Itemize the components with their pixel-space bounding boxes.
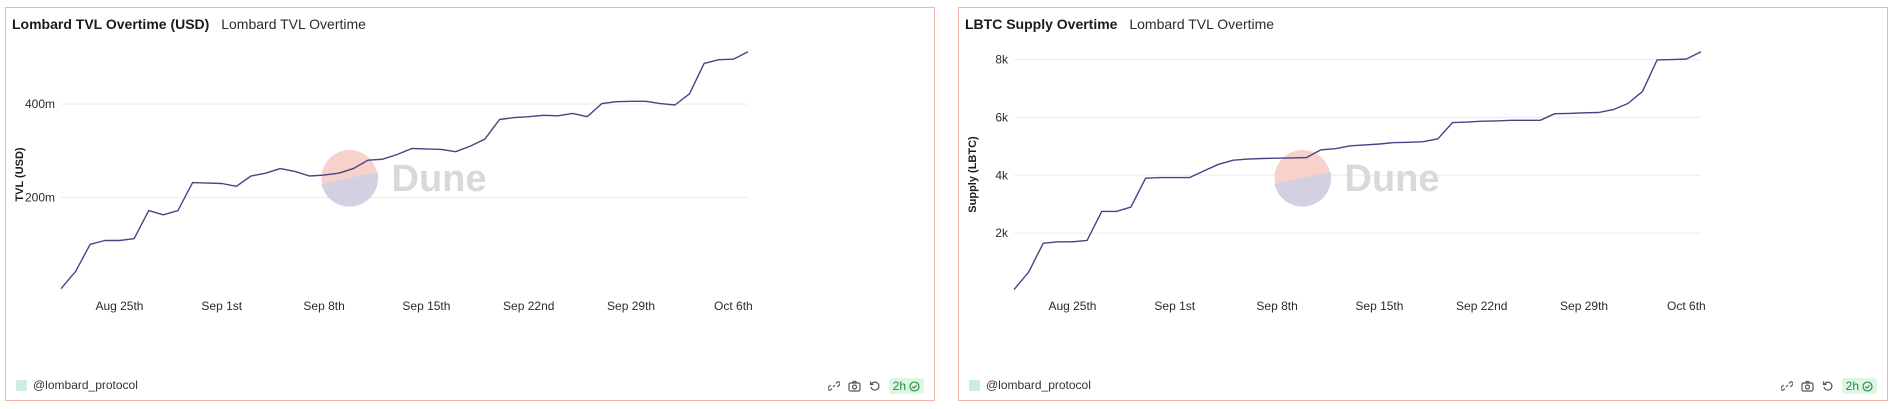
chart-title: Lombard TVL Overtime (USD) bbox=[12, 16, 210, 32]
user-avatar[interactable] bbox=[969, 379, 980, 391]
supply-line-chart: 2k 4k 6k 8k Aug 25th Sep 1st Sep 8th Sep 15th Se… bbox=[967, 51, 1706, 313]
camera-icon[interactable] bbox=[848, 380, 861, 392]
dune-watermark: Dune bbox=[1274, 150, 1440, 207]
x-tick-label: Aug 25th bbox=[95, 299, 143, 313]
chart-actions: 2h bbox=[827, 378, 924, 394]
author-handle[interactable]: @lombard_protocol bbox=[33, 378, 138, 392]
chart-header: LBTC Supply Overtime Lombard TVL Overtim… bbox=[965, 16, 1274, 32]
x-tick-label: Oct 6th bbox=[714, 299, 753, 313]
y-tick-label: 200m bbox=[25, 191, 55, 205]
y-tick-label: 400m bbox=[25, 97, 55, 111]
watermark-logo-bottom bbox=[1274, 172, 1332, 207]
chart-panel-tvl: Lombard TVL Overtime (USD) Lombard TVL O… bbox=[5, 7, 935, 401]
x-tick-label: Aug 25th bbox=[1048, 299, 1096, 313]
badge-label: 2h bbox=[892, 379, 906, 393]
watermark-text: Dune bbox=[392, 158, 487, 200]
chart-title: LBTC Supply Overtime bbox=[965, 16, 1118, 32]
chart-panel-supply: LBTC Supply Overtime Lombard TVL Overtim… bbox=[958, 7, 1888, 401]
x-tick-label: Sep 29th bbox=[607, 299, 655, 313]
refresh-icon[interactable] bbox=[1822, 380, 1834, 392]
tvl-line-chart: 200m 400m Aug 25th Sep 1st Sep 8th Sep 15th Se… bbox=[14, 51, 753, 313]
chart-subtitle: Lombard TVL Overtime bbox=[1129, 16, 1275, 32]
refresh-badge[interactable]: 2h bbox=[1841, 378, 1877, 394]
y-tick-label: 4k bbox=[995, 168, 1009, 182]
x-tick-label: Sep 15th bbox=[402, 299, 450, 313]
chart-actions: 2h bbox=[1780, 378, 1877, 394]
chart-footer: @lombard_protocol bbox=[16, 378, 138, 392]
dune-watermark: Dune bbox=[321, 150, 487, 207]
x-tick-label: Sep 15th bbox=[1355, 299, 1403, 313]
y-tick-label: 8k bbox=[995, 53, 1009, 67]
series-line bbox=[60, 51, 749, 290]
x-tick-label: Sep 8th bbox=[1256, 299, 1297, 313]
x-tick-label: Oct 6th bbox=[1667, 299, 1706, 313]
camera-icon[interactable] bbox=[1801, 380, 1814, 392]
x-tick-label: Sep 29th bbox=[1560, 299, 1608, 313]
x-tick-label: Sep 22nd bbox=[1456, 299, 1507, 313]
link-icon[interactable] bbox=[1780, 380, 1793, 392]
author-handle[interactable]: @lombard_protocol bbox=[986, 378, 1091, 392]
user-avatar[interactable] bbox=[16, 379, 27, 391]
refresh-icon[interactable] bbox=[869, 380, 881, 392]
y-axis-label: TVL (USD) bbox=[14, 147, 26, 202]
chart-subtitle: Lombard TVL Overtime bbox=[221, 16, 366, 32]
x-tick-label: Sep 8th bbox=[303, 299, 344, 313]
y-tick-label: 6k bbox=[995, 110, 1009, 124]
refresh-badge[interactable]: 2h bbox=[888, 378, 924, 394]
watermark-text: Dune bbox=[1345, 158, 1440, 200]
link-icon[interactable] bbox=[827, 380, 840, 392]
x-tick-label: Sep 1st bbox=[1154, 299, 1195, 313]
watermark-logo-bottom bbox=[321, 172, 379, 207]
x-tick-label: Sep 22nd bbox=[503, 299, 554, 313]
series-line bbox=[1013, 51, 1702, 291]
check-circle-icon bbox=[909, 380, 920, 392]
y-tick-label: 2k bbox=[995, 226, 1009, 240]
y-axis-label: Supply (LBTC) bbox=[967, 136, 979, 213]
x-tick-label: Sep 1st bbox=[201, 299, 242, 313]
check-circle-icon bbox=[1862, 380, 1873, 392]
chart-header: Lombard TVL Overtime (USD) Lombard TVL O… bbox=[12, 16, 366, 32]
badge-label: 2h bbox=[1845, 379, 1859, 393]
chart-footer: @lombard_protocol bbox=[969, 378, 1091, 392]
